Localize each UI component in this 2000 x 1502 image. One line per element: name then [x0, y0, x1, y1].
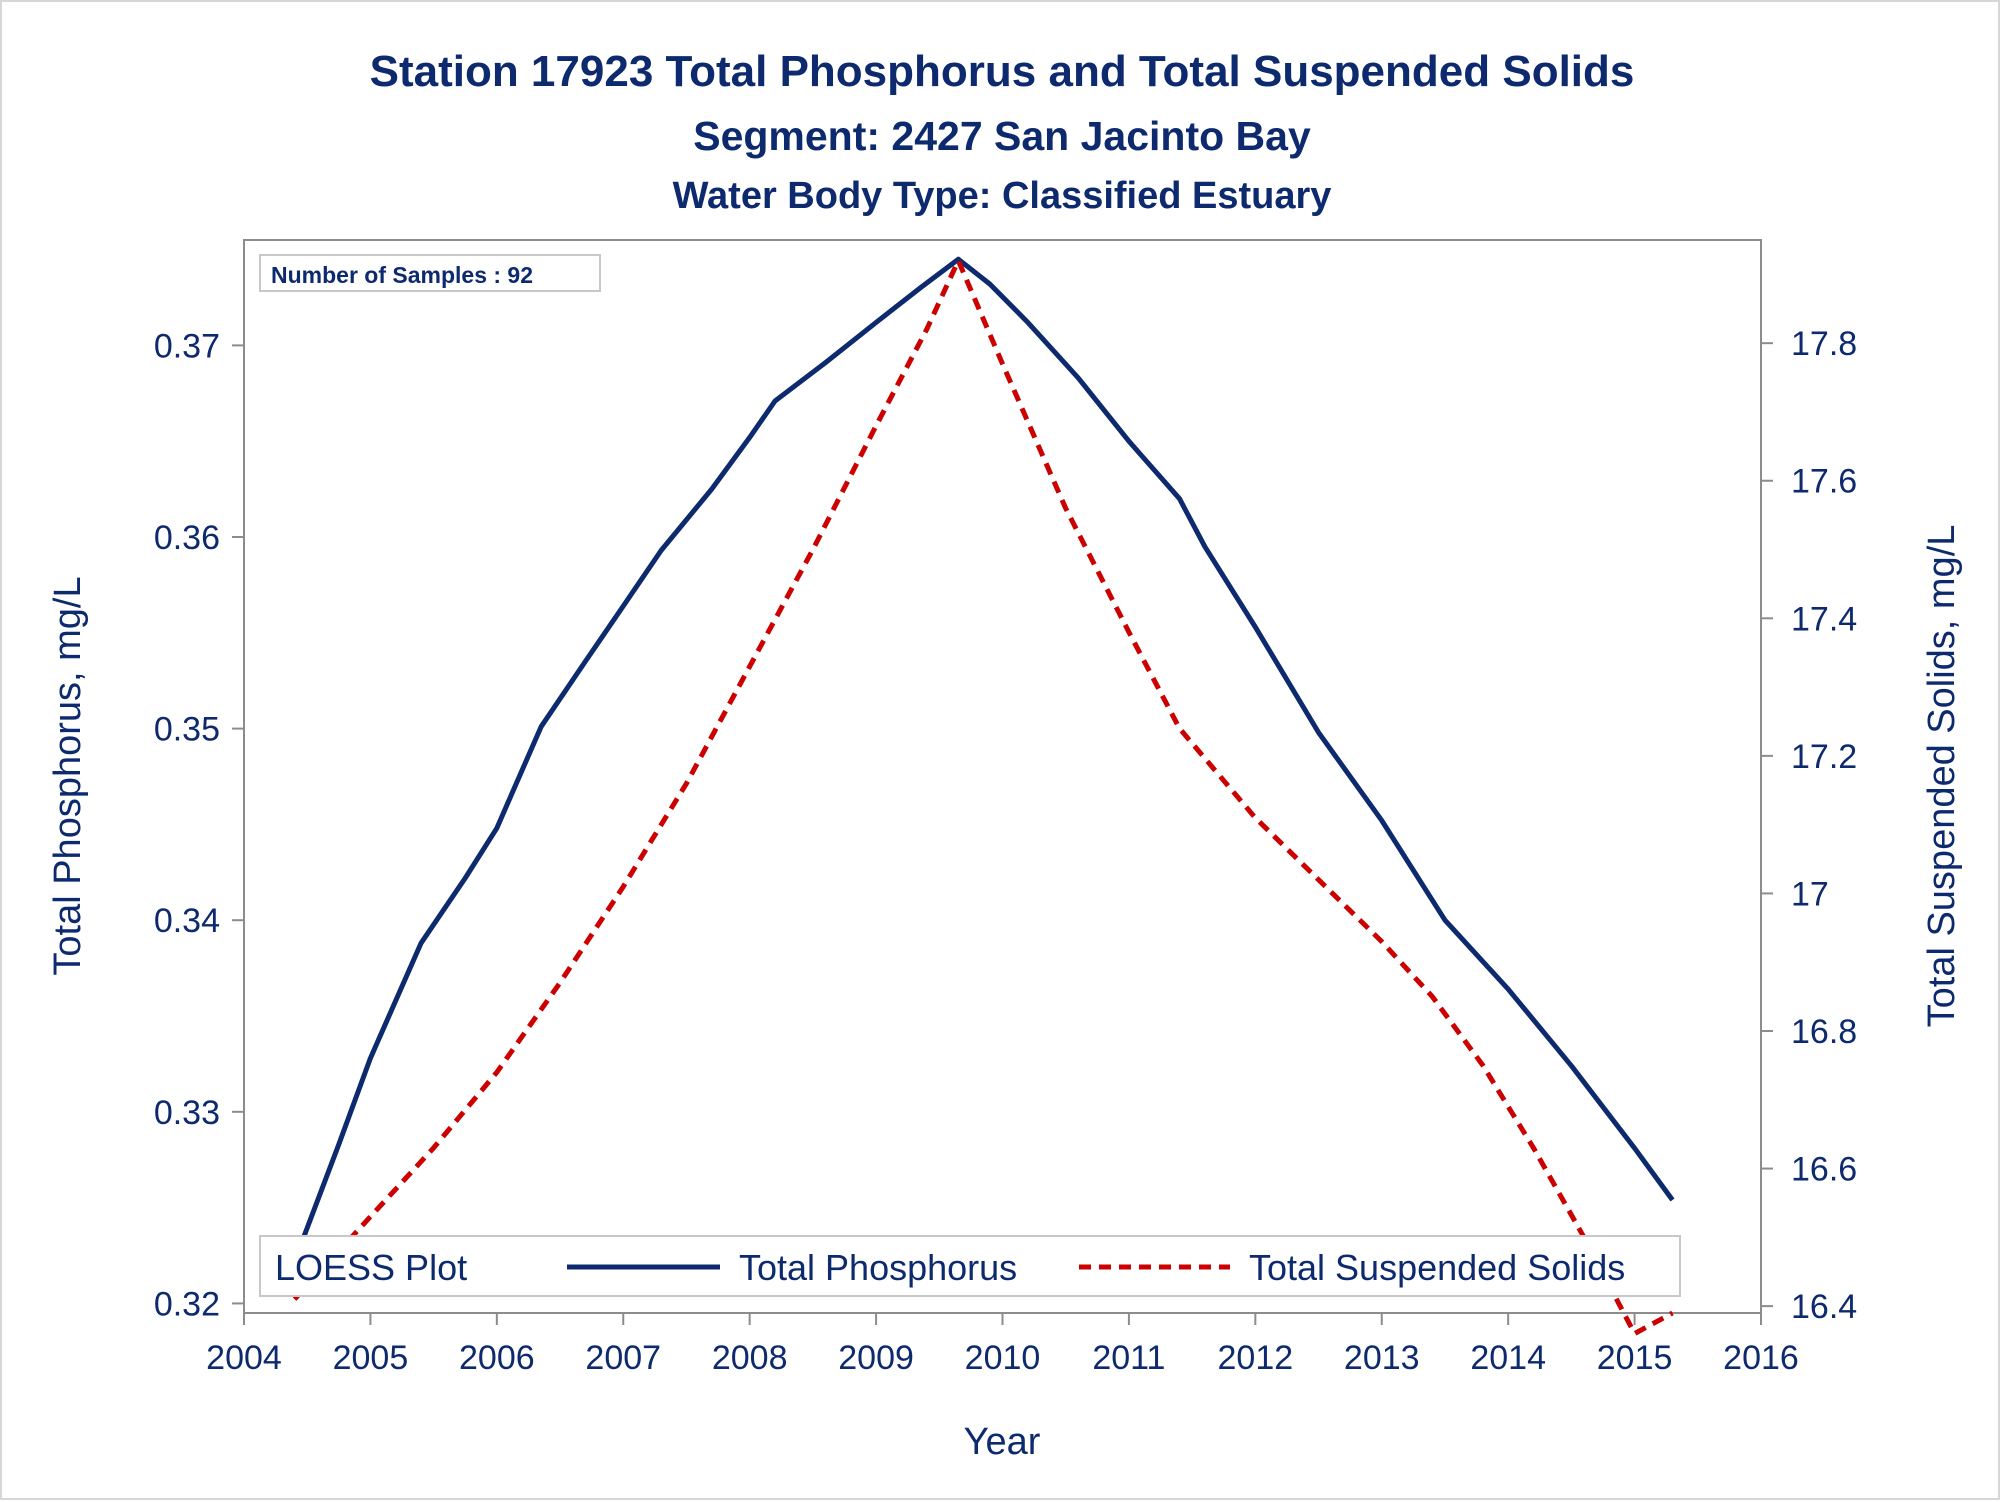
legend-label-total-suspended-solids: Total Suspended Solids — [1249, 1247, 1625, 1288]
y-right-tick-label: 16.4 — [1791, 1288, 1857, 1326]
chart-subtitle2: Water Body Type: Classified Estuary — [673, 175, 1332, 217]
y-left-tick-label: 0.35 — [154, 711, 220, 749]
y-right-tick-label: 16.6 — [1791, 1151, 1857, 1189]
y-right-tick-label: 17.4 — [1791, 600, 1857, 638]
y-axis-left-label: Total Phosphorus, mg/L — [47, 576, 89, 975]
y-left-tick-label: 0.37 — [154, 327, 220, 365]
legend: LOESS Plot Total Phosphorus Total Suspen… — [259, 1235, 1681, 1297]
chart-subtitle: Segment: 2427 San Jacinto Bay — [693, 113, 1311, 159]
y-axis-right: 16.4 16.6 16.8 17 17.2 17.4 17.6 17.8 — [1761, 325, 1857, 1326]
x-tick-label: 2004 — [206, 1339, 282, 1377]
y-left-tick-label: 0.36 — [154, 519, 220, 557]
legend-box — [259, 1235, 1681, 1297]
y-right-tick-label: 17.8 — [1791, 325, 1857, 363]
y-right-tick-label: 16.8 — [1791, 1013, 1857, 1051]
x-tick-label: 2016 — [1723, 1339, 1799, 1377]
x-tick-label: 2010 — [965, 1339, 1041, 1377]
sample-count-inset: Number of Samples : 92 — [259, 254, 601, 292]
y-right-tick-label: 17.2 — [1791, 738, 1857, 776]
x-tick-label: 2009 — [838, 1339, 914, 1377]
x-tick-label: 2007 — [585, 1339, 661, 1377]
x-tick-label: 2013 — [1344, 1339, 1420, 1377]
y-axis-left: 0.32 0.33 0.34 0.35 0.36 0.37 — [154, 327, 244, 1323]
x-tick-label: 2005 — [333, 1339, 409, 1377]
series-layer — [292, 256, 1675, 1337]
y-axis-right-label: Total Suspended Solids, mg/L — [1921, 525, 1963, 1028]
legend-label-total-phosphorus: Total Phosphorus — [739, 1247, 1017, 1288]
x-tick-label: 2014 — [1470, 1339, 1546, 1377]
x-axis-label: Year — [964, 1421, 1041, 1463]
sample-count-text: Number of Samples : 92 — [271, 262, 533, 288]
y-left-tick-label: 0.33 — [154, 1094, 220, 1132]
series-line-total-phosphorus — [292, 256, 1675, 1263]
y-right-tick-label: 17.6 — [1791, 463, 1857, 501]
x-tick-label: 2015 — [1597, 1339, 1673, 1377]
x-tick-label: 2008 — [712, 1339, 788, 1377]
legend-title: LOESS Plot — [275, 1247, 467, 1288]
x-tick-label: 2012 — [1218, 1339, 1294, 1377]
series-line-total-suspended-solids — [292, 258, 1674, 1337]
chart-title: Station 17923 Total Phosphorus and Total… — [370, 47, 1635, 96]
y-left-tick-label: 0.34 — [154, 902, 220, 940]
x-tick-label: 2006 — [459, 1339, 535, 1377]
y-left-tick-label: 0.32 — [154, 1285, 220, 1323]
x-axis: 2004 2005 2006 2007 2008 2009 2010 2011 2012 2013… — [206, 1313, 1799, 1377]
y-right-tick-label: 17 — [1791, 875, 1829, 913]
x-tick-label: 2011 — [1092, 1339, 1165, 1377]
sample-count-box — [259, 254, 601, 292]
